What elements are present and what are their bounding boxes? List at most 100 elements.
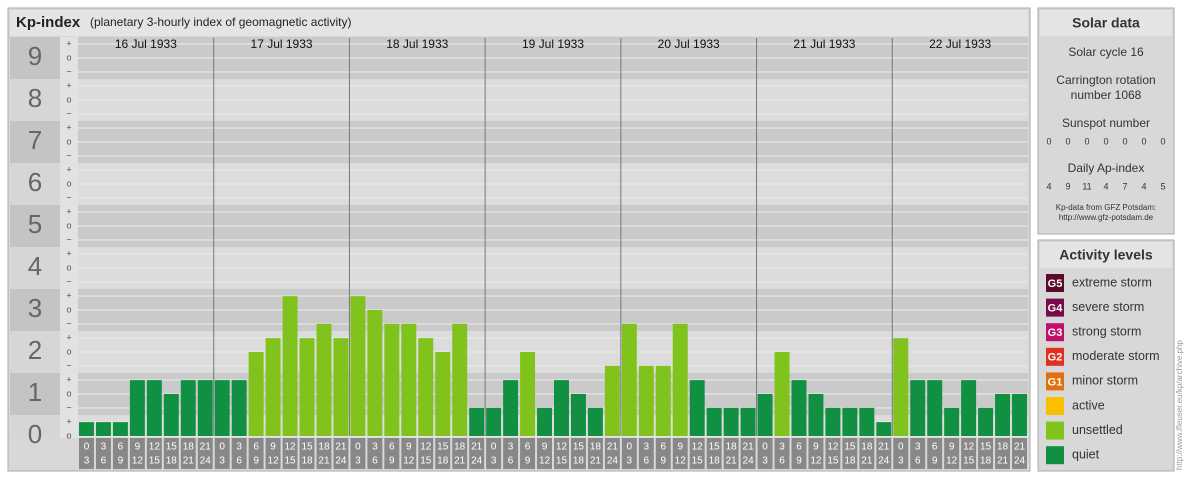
bar: [146, 380, 162, 436]
bar: [231, 380, 247, 436]
time-label: 9: [542, 442, 548, 453]
time-cell: [723, 438, 739, 469]
bar: [486, 407, 502, 436]
time-label: 24: [471, 456, 483, 467]
legend-swatch: [1046, 421, 1064, 440]
sunspot-value: 0: [1160, 136, 1165, 146]
legend-title: Activity levels: [1059, 247, 1153, 263]
time-label: 18: [726, 442, 738, 453]
time-cell: [672, 438, 688, 469]
bar: [621, 323, 637, 436]
ap-value: 5: [1160, 181, 1165, 191]
bar: [604, 365, 620, 436]
minor-mark: +: [66, 164, 71, 174]
minor-mark: +: [66, 248, 71, 258]
time-cell: [655, 438, 671, 469]
legend-title-bar: [1040, 242, 1172, 268]
time-label: 24: [1014, 456, 1026, 467]
day-label: 16 Jul 1933: [115, 37, 177, 51]
minor-mark: o: [66, 388, 71, 398]
time-label: 3: [915, 442, 921, 453]
time-cell: [808, 438, 824, 469]
time-label: 24: [335, 456, 347, 467]
time-label: 21: [607, 442, 619, 453]
bar: [163, 394, 179, 436]
minor-mark: o: [66, 178, 71, 188]
bar: [995, 394, 1011, 436]
time-label: 9: [406, 442, 412, 453]
carrington: Carrington rotation: [1056, 73, 1155, 87]
solar-title-bar: [1040, 10, 1172, 36]
time-label: 18: [844, 456, 856, 467]
time-cell: [961, 438, 977, 469]
day-label: 21 Jul 1933: [793, 37, 855, 51]
legend-swatch: [1046, 446, 1064, 465]
time-cell: [231, 438, 247, 469]
time-label: 6: [660, 442, 666, 453]
time-cell: [248, 438, 264, 469]
bar: [638, 365, 654, 436]
time-label: 6: [779, 456, 785, 467]
time-label: 21: [997, 456, 1009, 467]
minor-mark: +: [66, 206, 71, 216]
time-label: 21: [590, 456, 602, 467]
time-label: 21: [861, 456, 873, 467]
source: http://www.gfz-potsdam.de: [1059, 213, 1154, 222]
time-label: 12: [810, 456, 822, 467]
time-label: 21: [743, 442, 755, 453]
time-label: 3: [372, 442, 378, 453]
bar: [282, 296, 298, 436]
sunspot-value: 0: [1141, 136, 1146, 146]
time-label: 18: [980, 456, 992, 467]
time-label: 3: [898, 456, 904, 467]
bar: [842, 407, 858, 436]
day-label: 18 Jul 1933: [386, 37, 448, 51]
time-cell: [95, 438, 111, 469]
time-cell: [859, 438, 875, 469]
bar: [1012, 394, 1027, 436]
minor-mark: +: [66, 80, 71, 90]
band: [10, 331, 60, 373]
time-label: 9: [389, 456, 395, 467]
minor-mark: o: [66, 136, 71, 146]
legend-swatch: [1046, 397, 1064, 415]
time-cell: [350, 438, 366, 469]
y-tick-label: 8: [28, 83, 42, 113]
band: [10, 121, 60, 163]
time-cell: [910, 438, 926, 469]
time-label: 9: [253, 456, 259, 467]
time-label: 21: [454, 456, 466, 467]
carrington: number 1068: [1071, 88, 1142, 102]
time-cell: [316, 438, 332, 469]
legend-label: unsettled: [1072, 423, 1123, 437]
time-label: 6: [253, 442, 259, 453]
time-cell: [689, 438, 705, 469]
sunspot-value: 0: [1046, 136, 1051, 146]
band: [10, 163, 60, 205]
bar: [570, 394, 586, 436]
minor-mark: −: [66, 192, 71, 202]
ap-value: 9: [1065, 181, 1070, 191]
bar: [469, 407, 485, 436]
time-cell: [842, 438, 858, 469]
ap-value: 4: [1103, 181, 1108, 191]
time-cell: [706, 438, 722, 469]
time-cell: [876, 438, 892, 469]
ap-label: Daily Ap-index: [1068, 161, 1145, 175]
legend-label: minor storm: [1072, 374, 1138, 388]
minor-mark: −: [66, 234, 71, 244]
time-label: 6: [372, 456, 378, 467]
y-tick-label: 2: [28, 335, 42, 365]
time-label: 18: [709, 456, 721, 467]
time-cell: [570, 438, 586, 469]
bar: [401, 323, 417, 436]
time-label: 6: [508, 456, 514, 467]
time-cell: [112, 438, 128, 469]
time-label: 24: [878, 456, 890, 467]
ap-value: 7: [1122, 181, 1127, 191]
time-label: 15: [166, 442, 178, 453]
bar: [706, 407, 722, 436]
time-label: 6: [915, 456, 921, 467]
time-label: 12: [420, 442, 432, 453]
time-cell: [265, 438, 281, 469]
